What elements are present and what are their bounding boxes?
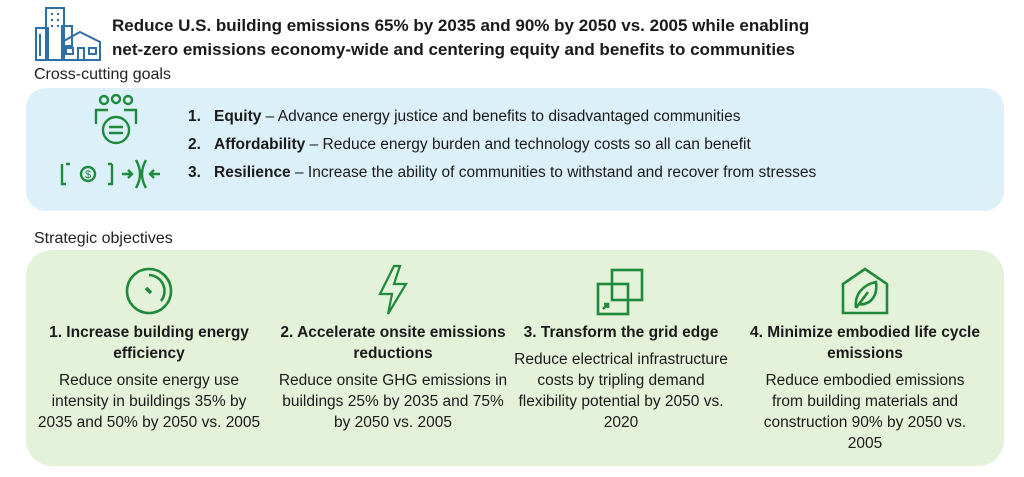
goal-affordability: 2. Affordability – Reduce energy burden a… [188, 136, 751, 154]
goal-resilience: 3. Resilience – Increase the ability of c… [188, 164, 816, 182]
money-resilience-icon: $ [60, 159, 160, 189]
goal-name: Equity [214, 108, 262, 125]
objective-grid-edge: 3. Transform the grid edge Reduce electr… [506, 260, 736, 433]
lightning-icon [378, 264, 408, 315]
svg-text:$: $ [85, 169, 91, 181]
objective-description: Reduce onsite GHG emissions in buildings… [278, 372, 508, 431]
objective-title: 1. Increase building energy efficiency [49, 324, 249, 362]
goal-equity: 1. Equity – Advance energy justice and be… [188, 108, 740, 126]
objective-title: 2. Accelerate onsite emissions reduction… [280, 324, 506, 362]
goal-name: Resilience [214, 164, 291, 181]
community-equity-icon [94, 94, 138, 145]
goal-description: – Increase the ability of communities to… [290, 164, 817, 181]
goal-number: 2. [188, 136, 201, 153]
goal-description: – Reduce energy burden and technology co… [305, 136, 751, 153]
goal-number: 1. [188, 108, 201, 125]
grid-squares-icon [596, 268, 644, 316]
strategic-heading: Strategic objectives [34, 230, 173, 247]
cross-cutting-panel [26, 88, 1004, 211]
goal-number: 3. [188, 164, 201, 181]
objective-description: Reduce electrical infrastructure costs b… [514, 351, 728, 431]
objective-description: Reduce embodied emissions from building … [763, 372, 967, 452]
objective-onsite-emissions: 2. Accelerate onsite emissions reduction… [278, 260, 508, 433]
goal-name: Affordability [214, 136, 306, 153]
objective-title: 3. Transform the grid edge [523, 324, 719, 341]
objective-description: Reduce onsite energy use intensity in bu… [37, 372, 261, 431]
title-line-1: Reduce U.S. building emissions 65% by 20… [112, 16, 810, 35]
objective-energy-efficiency: 1. Increase building energy efficiency R… [34, 260, 264, 433]
goal-description: – Advance energy justice and benefits to… [261, 108, 741, 125]
cross-cutting-heading: Cross-cutting goals [34, 66, 171, 83]
strategic-panel [26, 250, 1004, 466]
gauge-icon [125, 267, 173, 315]
house-leaf-icon [841, 267, 889, 315]
objective-title: 4. Minimize embodied life cycle emission… [750, 324, 980, 362]
objective-embodied-emissions: 4. Minimize embodied life cycle emission… [750, 260, 980, 454]
buildings-icon [35, 7, 101, 61]
page-title: Reduce U.S. building emissions 65% by 20… [112, 14, 932, 62]
title-line-2: net-zero emissions economy-wide and cent… [112, 40, 795, 59]
